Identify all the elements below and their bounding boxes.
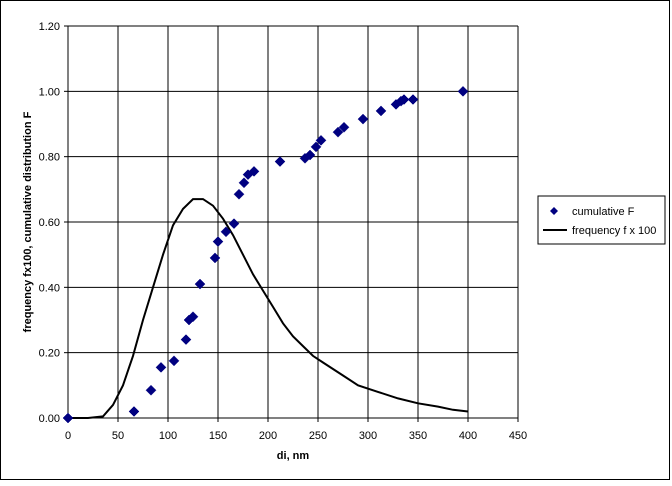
y-tick-label: 1.20 [39, 21, 60, 33]
cumulative-point [228, 218, 240, 229]
y-tick-label: 0.80 [39, 152, 60, 164]
y-tick-label: 0.00 [39, 413, 60, 425]
x-tick-label: 250 [309, 430, 327, 442]
frequency-line [68, 198, 469, 419]
y-tick-labels: 0.00 0.20 0.40 0.60 0.80 1.00 1.20 [39, 21, 60, 425]
cumulative-point [315, 134, 327, 146]
cumulative-point [332, 126, 344, 138]
x-axis-label: di, nm [277, 450, 310, 462]
x-tick-labels: 0 50 100 150 200 250 300 350 400 450 [65, 430, 527, 442]
x-tick-label: 350 [409, 430, 427, 442]
legend-label-cumulative: cumulative F [572, 206, 635, 218]
cumulative-point [194, 278, 206, 290]
y-tick-label: 0.20 [39, 348, 60, 360]
cumulative-point [274, 156, 286, 167]
cumulative-point [375, 105, 387, 117]
cumulative-point [233, 188, 245, 200]
x-tick-label: 150 [209, 430, 227, 442]
x-tick-label: 0 [65, 430, 71, 442]
plot-series [62, 85, 469, 424]
cumulative-point [209, 252, 221, 264]
x-tick-label: 300 [359, 430, 377, 442]
gridlines [64, 25, 519, 422]
y-axis-label: frequency fx100, cumulative distribution… [22, 111, 34, 332]
legend-box [537, 195, 666, 245]
cumulative-point [62, 412, 74, 424]
y-tick-label: 1.00 [39, 86, 60, 98]
x-tick-label: 400 [459, 430, 477, 442]
cumulative-point [248, 166, 260, 177]
cumulative-point [398, 94, 410, 105]
cumulative-point [168, 355, 180, 367]
cumulative-point [238, 177, 250, 189]
cumulative-point [220, 226, 232, 238]
x-tick-label: 50 [112, 430, 124, 442]
cumulative-point [180, 334, 192, 345]
cumulative-point [338, 121, 350, 133]
cumulative-point [357, 113, 369, 125]
x-tick-label: 200 [259, 430, 277, 442]
cumulative-point [310, 141, 322, 153]
legend-label-frequency: frequency f x 100 [572, 225, 656, 237]
cumulative-point [407, 94, 419, 105]
cumulative-point [304, 149, 316, 161]
y-tick-label: 0.40 [39, 282, 60, 294]
legend: cumulative F frequency f x 100 [537, 195, 666, 245]
legend-marker-diamond-icon [550, 207, 558, 215]
cumulative-point [457, 85, 469, 97]
y-tick-label: 0.60 [39, 217, 60, 229]
x-tick-label: 450 [509, 430, 527, 442]
cumulative-point [212, 236, 224, 247]
cumulative-point [155, 362, 167, 373]
x-tick-label: 100 [159, 430, 177, 442]
cumulative-point [187, 311, 199, 323]
cumulative-point [128, 406, 140, 417]
cumulative-point [145, 384, 157, 396]
